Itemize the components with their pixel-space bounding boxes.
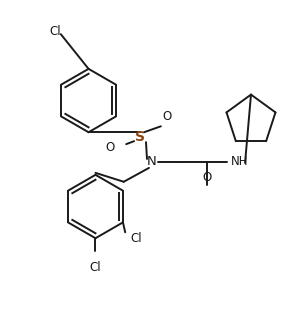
Text: O: O bbox=[163, 110, 172, 123]
Text: O: O bbox=[203, 171, 212, 184]
Text: Cl: Cl bbox=[49, 25, 60, 38]
Text: O: O bbox=[105, 140, 115, 154]
Text: NH: NH bbox=[231, 156, 249, 169]
Text: S: S bbox=[135, 130, 145, 144]
Text: Cl: Cl bbox=[90, 261, 101, 274]
Text: N: N bbox=[147, 156, 157, 169]
Text: Cl: Cl bbox=[130, 232, 142, 245]
